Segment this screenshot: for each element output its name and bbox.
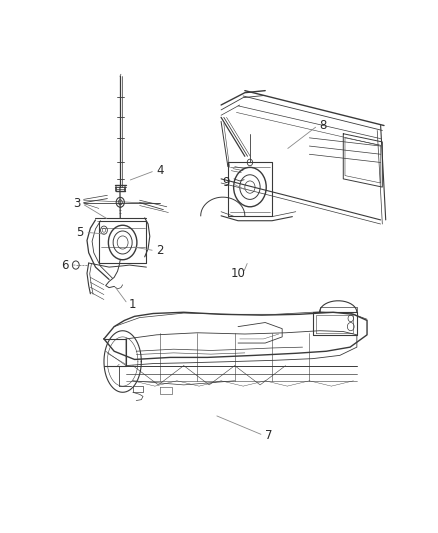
Text: 6: 6 [61,259,69,271]
Text: 8: 8 [319,119,327,132]
Text: 9: 9 [223,176,230,189]
Text: 4: 4 [156,164,164,177]
Text: 5: 5 [77,226,84,239]
Text: 2: 2 [156,244,164,257]
Text: 1: 1 [129,297,137,311]
Text: 10: 10 [231,267,245,280]
Text: 3: 3 [73,197,81,210]
Text: 7: 7 [265,429,272,442]
